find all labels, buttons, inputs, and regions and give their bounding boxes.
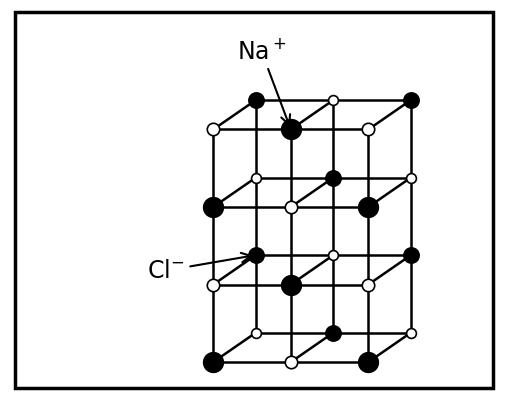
Point <box>252 174 260 181</box>
Point <box>364 281 372 288</box>
Point <box>364 359 372 365</box>
Point <box>329 97 337 103</box>
Point <box>252 97 260 103</box>
Point <box>329 174 337 181</box>
Point <box>364 204 372 210</box>
Point <box>364 126 372 133</box>
Point <box>407 329 415 336</box>
Point <box>252 252 260 258</box>
Point <box>287 281 295 288</box>
Point <box>209 204 217 210</box>
Point <box>329 329 337 336</box>
Point <box>287 359 295 365</box>
Text: Na$^+$: Na$^+$ <box>237 38 290 125</box>
Point <box>209 126 217 133</box>
Point <box>287 204 295 210</box>
Point <box>209 281 217 288</box>
Point <box>407 97 415 103</box>
Point <box>209 359 217 365</box>
Point <box>287 126 295 133</box>
Point <box>252 329 260 336</box>
Text: Cl$^{-}$: Cl$^{-}$ <box>147 253 251 282</box>
Point <box>407 252 415 258</box>
Point <box>407 174 415 181</box>
Point <box>329 252 337 258</box>
